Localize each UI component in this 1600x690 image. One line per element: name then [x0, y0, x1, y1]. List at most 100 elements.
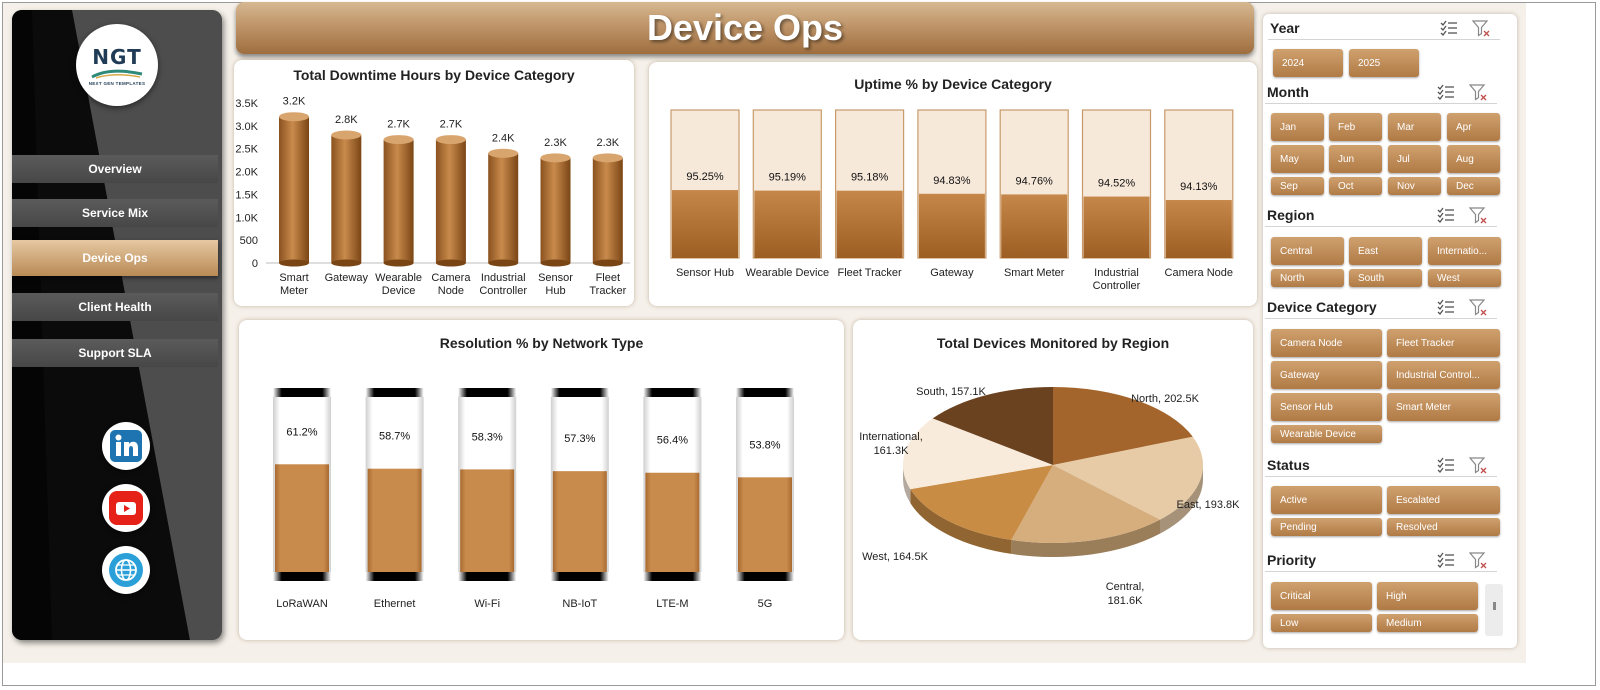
resolution-bar-top-cap [365, 388, 424, 397]
slicer-device-category-item[interactable]: Smart Meter [1387, 393, 1500, 421]
slicer-month-item[interactable]: Feb [1329, 113, 1382, 141]
multi-select-icon[interactable] [1437, 457, 1455, 473]
slicer-region-item[interactable]: North [1271, 269, 1344, 287]
slicer-priority-item[interactable]: Low [1271, 614, 1372, 632]
downtime-bar-cap [435, 135, 466, 145]
slicer-priority-item[interactable]: Medium [1377, 614, 1478, 632]
resolution-bar-top-cap [273, 388, 331, 397]
slicer-title: Month [1267, 84, 1309, 100]
resolution-data-label: 53.8% [749, 439, 780, 451]
downtime-bar-base [331, 259, 362, 267]
uptime-data-label: 95.25% [686, 171, 724, 183]
slicer-region-item[interactable]: East [1349, 237, 1422, 265]
slicer-device-category-item[interactable]: Industrial Control... [1387, 361, 1500, 389]
downtime-bar [540, 157, 571, 263]
slicer-month-item[interactable]: Sep [1271, 177, 1324, 195]
slicer-device-category-item[interactable]: Camera Node [1271, 329, 1382, 357]
resolution-bar-fill [645, 472, 700, 572]
pie-slice-side [903, 465, 911, 504]
resolution-bar-fill [367, 468, 422, 572]
clear-filter-icon[interactable] [1468, 552, 1487, 569]
resolution-bar-top-cap [458, 388, 517, 397]
slicer-region-item[interactable]: Central [1271, 237, 1344, 265]
clear-filter-icon[interactable] [1468, 457, 1487, 474]
downtime-data-label: 3.2K [283, 96, 306, 108]
pie-slice [1053, 436, 1203, 520]
slicer-year-item[interactable]: 2025 [1349, 49, 1419, 77]
multi-select-icon[interactable] [1440, 20, 1458, 36]
uptime-category-label: Sensor Hub [676, 267, 734, 279]
website-button[interactable] [102, 546, 150, 594]
y-tick-label: 1.5K [235, 189, 258, 201]
multi-select-icon[interactable] [1437, 299, 1455, 315]
resolution-category-label: NB-IoT [562, 598, 597, 610]
sidebar-item-service-mix[interactable]: Service Mix [12, 199, 218, 227]
slicer-month-item[interactable]: Jan [1271, 113, 1324, 141]
resolution-bar-fill [552, 471, 607, 572]
pie-data-label: East, 193.8K [1177, 499, 1241, 511]
uptime-chart-card: Uptime % by Device Category 95.25% Sensor… [649, 62, 1257, 306]
clear-filter-icon[interactable] [1468, 207, 1487, 224]
uptime-chart: 95.25% Sensor Hub 95.19% Wearable Device 95.… [670, 109, 1234, 292]
resolution-category-label: Wi-Fi [474, 598, 500, 610]
slicer-status-item[interactable]: Pending [1271, 518, 1382, 536]
slicer-title: Region [1267, 207, 1315, 223]
slicer-month-item[interactable]: Mar [1388, 113, 1441, 141]
multi-select-icon[interactable] [1437, 207, 1455, 223]
slicer-month-item[interactable]: Jul [1388, 145, 1441, 173]
slicer-device-category-item[interactable]: Sensor Hub [1271, 393, 1382, 421]
slicer-status-item[interactable]: Resolved [1387, 518, 1500, 536]
sidebar-item-client-health[interactable]: Client Health [12, 293, 218, 321]
resolution-category-label: Ethernet [374, 598, 416, 610]
slicer-device-category-item[interactable]: Fleet Tracker [1387, 329, 1500, 357]
scrollbar-thumb[interactable] [1493, 602, 1496, 610]
sidebar-item-support-sla[interactable]: Support SLA [12, 339, 218, 367]
slicer-month-item[interactable]: May [1271, 145, 1324, 173]
sidebar-item-overview[interactable]: Overview [12, 155, 218, 183]
linkedin-button[interactable] [102, 422, 150, 470]
uptime-bar-fill [1083, 196, 1150, 258]
slicer-month-item[interactable]: Aug [1447, 145, 1500, 173]
uptime-bar-fill [1165, 200, 1232, 258]
priority-slicer-scrollbar[interactable] [1485, 584, 1503, 636]
slicer-priority-item[interactable]: Critical [1271, 582, 1372, 610]
slicer-month-item[interactable]: Oct [1329, 177, 1382, 195]
slicer-device-category-item[interactable]: Wearable Device [1271, 425, 1382, 443]
slicer-month-item[interactable]: Jun [1329, 145, 1382, 173]
downtime-bar-base [592, 259, 623, 267]
resolution-bar-bottom-cap [736, 572, 794, 581]
downtime-category-label: Sensor Hub [538, 272, 573, 297]
resolution-chart: 61.2% LoRaWAN 58.7% Ethernet 58.3% Wi-Fi 57.3%… [273, 388, 794, 610]
multi-select-icon[interactable] [1437, 84, 1455, 100]
slicer-month-item[interactable]: Apr [1447, 113, 1500, 141]
slicer-device-category-item[interactable]: Gateway [1271, 361, 1382, 389]
slicer-region-item[interactable]: West [1428, 269, 1501, 287]
youtube-button[interactable] [102, 484, 150, 532]
slicer-region-item[interactable]: Internatio... [1428, 237, 1501, 265]
uptime-data-label: 95.18% [851, 172, 889, 184]
downtime-bar [279, 116, 309, 263]
slicer-month-item[interactable]: Dec [1447, 177, 1500, 195]
downtime-bar-base [540, 259, 571, 267]
resolution-data-label: 58.3% [472, 431, 503, 443]
clear-filter-icon[interactable] [1468, 84, 1487, 101]
multi-select-icon[interactable] [1437, 552, 1455, 568]
downtime-bar [435, 139, 466, 263]
clear-filter-icon[interactable] [1468, 299, 1487, 316]
downtime-bar [592, 157, 623, 263]
slicer-month-header: Month [1265, 82, 1497, 104]
downtime-data-label: 2.3K [544, 137, 567, 149]
downtime-bar-cap [592, 153, 623, 163]
y-tick-label: 1.0K [235, 212, 258, 224]
slicer-priority-item[interactable]: High [1377, 582, 1478, 610]
sidebar-item-device-ops[interactable]: Device Ops [12, 240, 218, 276]
youtube-icon [109, 491, 143, 525]
slicer-year-item[interactable]: 2024 [1273, 49, 1343, 77]
slicer-status-item[interactable]: Active [1271, 486, 1382, 514]
slicer-month-item[interactable]: Nov [1388, 177, 1441, 195]
clear-filter-icon[interactable] [1471, 20, 1490, 37]
slicer-status-item[interactable]: Escalated [1387, 486, 1500, 514]
slicer-title: Status [1267, 457, 1310, 473]
slicer-region-item[interactable]: South [1349, 269, 1422, 287]
downtime-data-label: 2.3K [596, 137, 619, 149]
